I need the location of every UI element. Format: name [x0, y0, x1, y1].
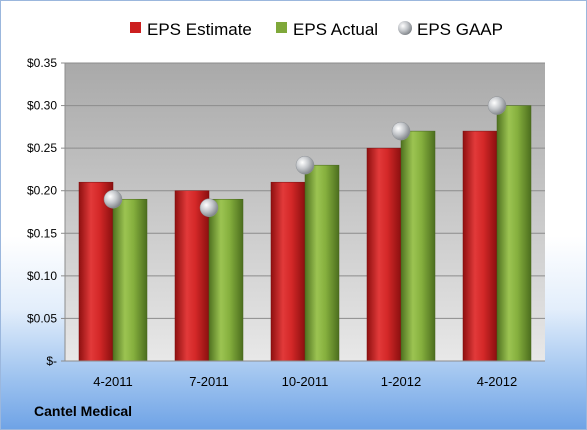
- y-tick-label: $0.20: [27, 184, 57, 198]
- bar-eps-estimate: [78, 181, 114, 362]
- marker-eps-gaap: [295, 155, 315, 175]
- bar-eps-estimate: [462, 130, 498, 362]
- legend-label-estimate: EPS Estimate: [147, 20, 252, 39]
- y-tick-label: $0.25: [27, 141, 57, 155]
- bar-eps-actual: [496, 105, 532, 362]
- y-tick-label: $0.35: [27, 56, 57, 70]
- y-tick-label: $0.05: [27, 311, 57, 325]
- bars: [78, 105, 532, 362]
- y-axis: $- $0.05 $0.10 $0.15 $0.20 $0.25 $0.30 $0.35: [27, 56, 66, 368]
- x-tick-label: 4-2011: [93, 374, 133, 389]
- x-tick-label: 4-2012: [477, 374, 517, 389]
- marker-eps-gaap: [199, 198, 219, 217]
- x-tick-label: 1-2012: [381, 374, 421, 389]
- legend-swatch-actual: [276, 22, 287, 33]
- bar-eps-estimate: [366, 147, 402, 362]
- bar-eps-actual: [208, 198, 244, 362]
- bar-eps-actual: [304, 164, 340, 362]
- x-tick-label: 10-2011: [282, 374, 329, 389]
- bar-eps-actual: [400, 130, 436, 362]
- x-axis: 4-2011 7-2011 10-2011 1-2012 4-2012: [65, 360, 545, 389]
- legend-label-actual: EPS Actual: [293, 20, 378, 39]
- company-name: Cantel Medical: [34, 403, 133, 419]
- y-tick-label: $0.30: [27, 99, 57, 113]
- bar-eps-estimate: [174, 190, 210, 362]
- bar-eps-actual: [112, 198, 148, 362]
- marker-eps-gaap: [391, 121, 411, 141]
- gaap-markers: [103, 96, 507, 217]
- legend-marker-gaap: [398, 21, 412, 35]
- y-tick-label: $0.10: [27, 269, 57, 283]
- legend-swatch-estimate: [130, 22, 141, 33]
- marker-eps-gaap: [487, 96, 507, 115]
- x-tick-label: 7-2011: [189, 374, 229, 389]
- marker-eps-gaap: [103, 189, 123, 209]
- legend: EPS Estimate EPS Actual EPS GAAP: [130, 20, 503, 39]
- y-tick-label: $0.15: [27, 226, 57, 240]
- legend-label-gaap: EPS GAAP: [417, 20, 503, 39]
- bar-eps-estimate: [270, 181, 306, 362]
- y-tick-label: $-: [46, 354, 57, 368]
